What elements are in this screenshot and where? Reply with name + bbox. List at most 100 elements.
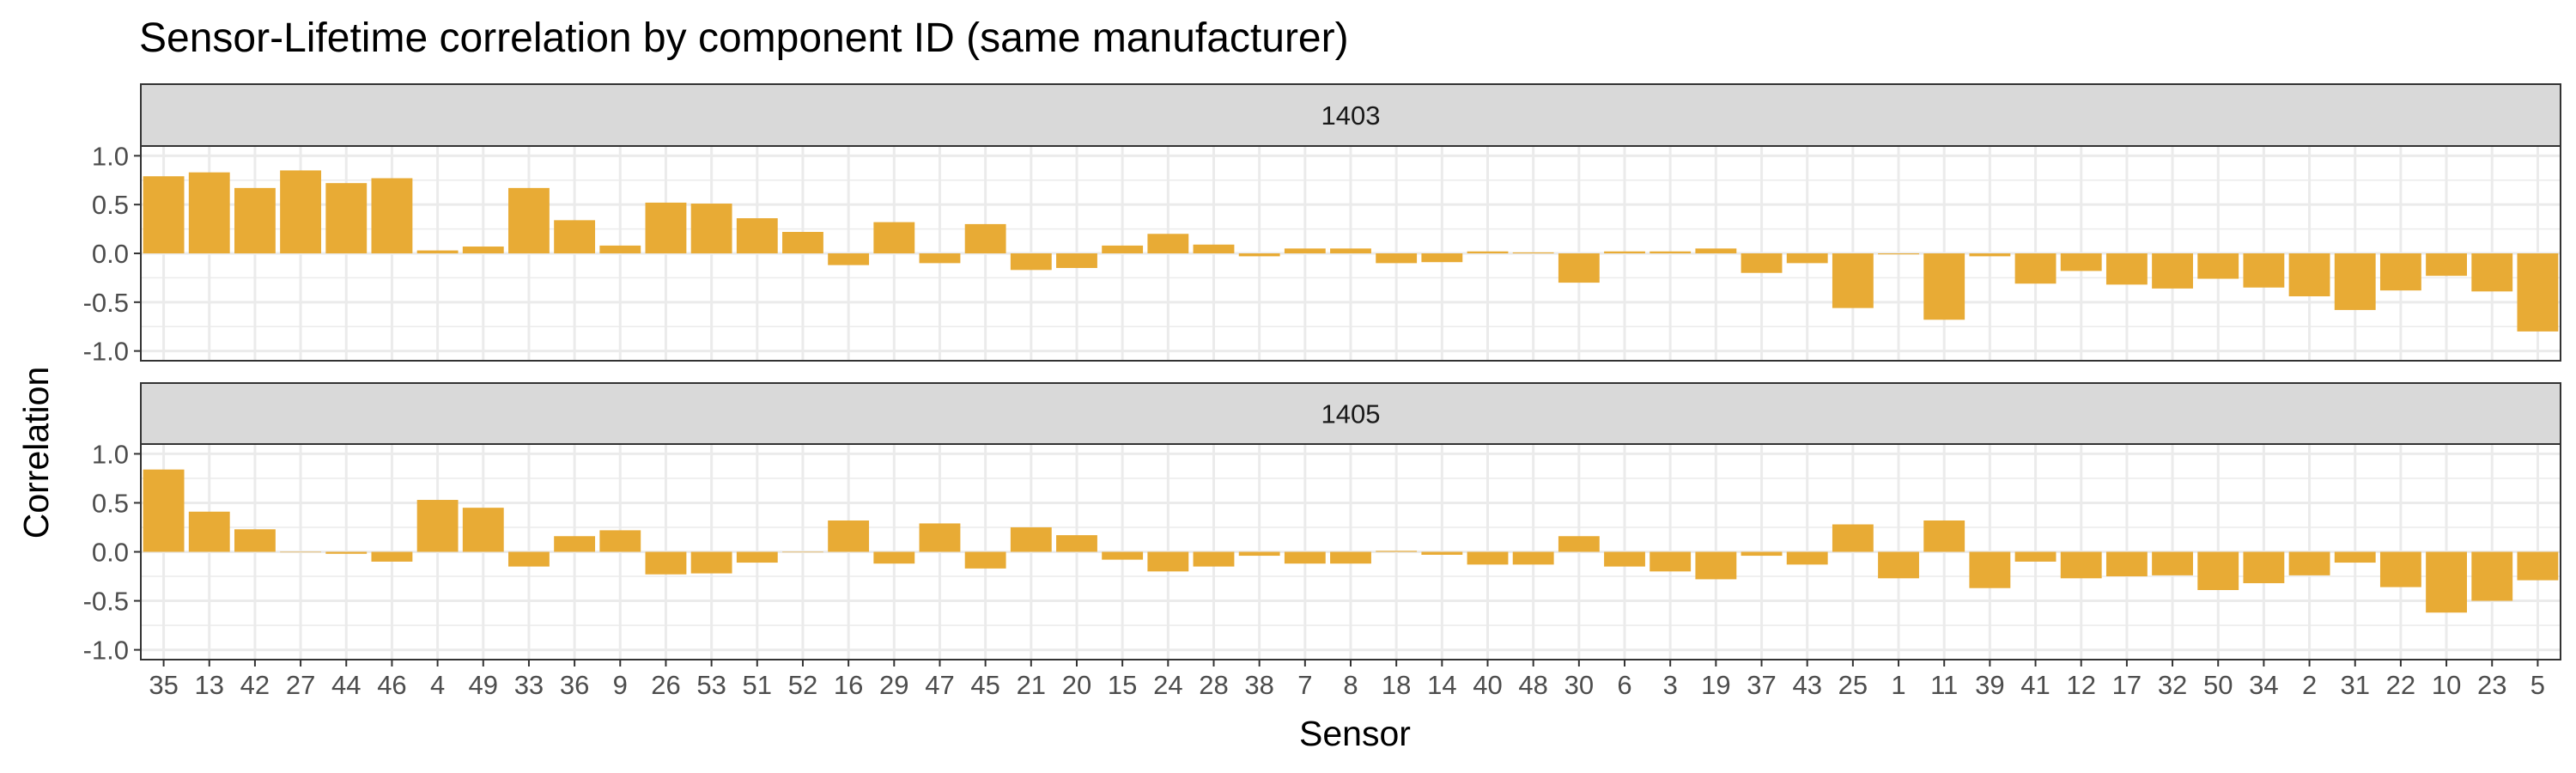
- y-tick-label: -1.0: [83, 337, 129, 367]
- x-tick-label: 3: [1663, 670, 1678, 700]
- x-tick-label: 17: [2112, 670, 2142, 700]
- bar: [736, 551, 778, 563]
- bar: [599, 530, 641, 552]
- bar: [964, 551, 1006, 569]
- y-axis-label: Correlation: [16, 367, 56, 539]
- y-tick-label: 0.0: [92, 538, 129, 568]
- bar: [1741, 253, 1783, 273]
- bar: [1010, 526, 1052, 552]
- bar: [2014, 253, 2057, 284]
- x-tick-label: 30: [1564, 670, 1594, 700]
- x-tick-label: 19: [1701, 670, 1730, 700]
- bar: [2288, 253, 2330, 296]
- bar: [1649, 551, 1692, 572]
- x-tick-label: 43: [1792, 670, 1821, 700]
- facet-panel: 1405 -1.0 -0.5 0.0 0.5 1.0: [83, 382, 2561, 666]
- bar: [2288, 551, 2330, 575]
- x-tick-label: 8: [1343, 670, 1358, 700]
- bar: [280, 551, 322, 553]
- bar: [645, 202, 687, 253]
- x-tick-label: 49: [469, 670, 498, 700]
- x-tick-label: 35: [149, 670, 178, 700]
- bar: [1786, 551, 1828, 565]
- x-tick-label: 47: [925, 670, 954, 700]
- bar: [1193, 244, 1235, 253]
- facet-panel: 1403 -1.0 -0.5 0.0 0.5 1.0: [83, 83, 2561, 367]
- bar: [599, 245, 641, 253]
- x-tick-label: 16: [834, 670, 863, 700]
- y-tick-label: -0.5: [83, 587, 129, 617]
- y-tick-label: 0.5: [92, 190, 129, 220]
- bar: [873, 551, 915, 564]
- bar: [2105, 551, 2148, 577]
- x-tick-label: 53: [696, 670, 726, 700]
- bar: [1376, 253, 1418, 264]
- bar: [1056, 535, 1097, 552]
- bar: [2379, 551, 2421, 587]
- bar: [2426, 551, 2468, 613]
- y-tick-label: -1.0: [83, 636, 129, 666]
- bar: [1878, 253, 1919, 255]
- x-tick-label: 24: [1153, 670, 1182, 700]
- bar: [1512, 551, 1554, 565]
- x-tick-label: 4: [430, 670, 445, 700]
- bar: [1786, 253, 1828, 264]
- bar: [234, 187, 276, 253]
- bar: [1923, 253, 1965, 320]
- x-axis-label: Sensor: [1299, 714, 1411, 753]
- bar: [143, 469, 185, 552]
- bar: [2197, 551, 2239, 590]
- bar: [690, 551, 732, 574]
- x-tick-label: 20: [1062, 670, 1091, 700]
- bar: [1741, 551, 1783, 557]
- x-tick-label: 18: [1382, 670, 1411, 700]
- x-tick-label: 21: [1017, 670, 1046, 700]
- x-tick-label: 6: [1617, 670, 1631, 700]
- x-tick-label: 25: [1838, 670, 1868, 700]
- bar: [2471, 551, 2513, 601]
- bar: [188, 511, 230, 552]
- bar: [1147, 551, 1189, 572]
- x-tick-label: 14: [1427, 670, 1456, 700]
- bar: [1695, 551, 1737, 580]
- bar: [1604, 251, 1645, 253]
- bar: [2197, 253, 2239, 279]
- bar: [1695, 248, 1737, 253]
- x-tick-label: 36: [560, 670, 589, 700]
- bar: [2243, 253, 2285, 288]
- bar: [2471, 253, 2513, 292]
- bar: [1923, 520, 1965, 552]
- bar: [2379, 253, 2421, 291]
- bar: [964, 223, 1006, 253]
- y-tick-label: 1.0: [92, 439, 129, 469]
- bar: [690, 204, 732, 253]
- bar: [508, 551, 550, 567]
- x-tick-label: 12: [2066, 670, 2095, 700]
- bar: [416, 500, 459, 552]
- bar: [1969, 253, 2011, 257]
- x-tick-label: 51: [743, 670, 772, 700]
- bar: [919, 523, 961, 552]
- y-tick-label: 1.0: [92, 141, 129, 171]
- bar: [325, 183, 368, 253]
- bar: [371, 551, 413, 562]
- facet-strip-label: 1405: [1321, 399, 1381, 429]
- bar: [1102, 245, 1144, 253]
- bar: [2152, 253, 2193, 289]
- bar: [1604, 551, 1645, 567]
- x-tick-label: 11: [1930, 670, 1958, 700]
- bar: [828, 253, 870, 265]
- x-tick-label: 41: [2020, 670, 2050, 700]
- bar: [2060, 551, 2102, 579]
- x-tick-label: 33: [514, 670, 544, 700]
- bar: [1421, 253, 1463, 263]
- bar: [2243, 551, 2285, 584]
- x-tick-label: 26: [651, 670, 680, 700]
- bar: [143, 176, 185, 253]
- x-tick-label: 50: [2203, 670, 2233, 700]
- x-tick-label: 48: [1518, 670, 1547, 700]
- bar: [1558, 253, 1600, 283]
- bar: [2060, 253, 2102, 271]
- bar: [2517, 253, 2559, 332]
- bar: [188, 172, 230, 253]
